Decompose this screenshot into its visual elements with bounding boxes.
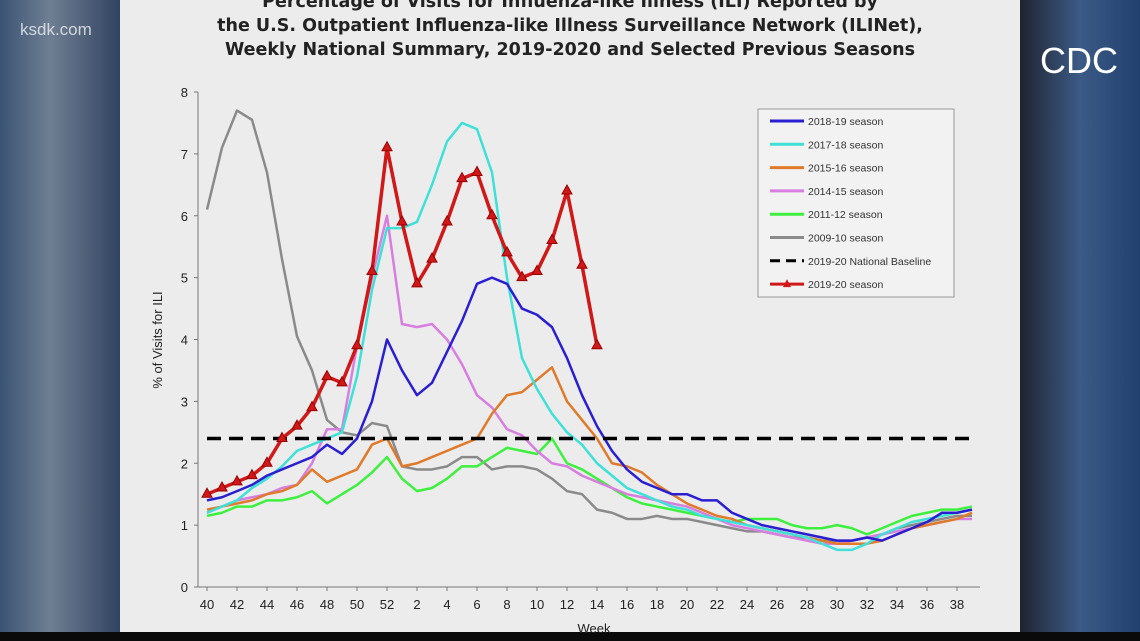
y-tick-label: 2 [181,456,188,471]
blurred-background-left [0,0,125,641]
station-watermark: ksdk.com [20,20,92,39]
data-point-marker [501,245,513,257]
x-tick-label: 50 [350,597,364,612]
x-tick-label: 2 [413,597,420,612]
x-tick-label: 28 [800,597,814,612]
y-tick-label: 1 [181,518,188,533]
y-tick-label: 6 [181,209,188,224]
series-line-2015-16-season [206,366,973,545]
legend-marker [783,279,791,288]
legend-label: 2019-20 National Baseline [808,256,931,268]
data-point-marker [576,258,588,269]
x-tick-label: 36 [920,597,934,612]
data-point-marker [411,276,423,288]
x-tick-label: 10 [530,597,544,612]
data-point-marker [246,468,258,480]
x-axis-label: Week [578,621,611,636]
data-point-marker [591,338,603,350]
legend-label: 2019-20 season [808,279,883,291]
data-point-marker [216,480,228,492]
y-tick-label: 3 [181,394,188,409]
y-tick-label: 4 [181,333,188,348]
x-tick-label: 24 [740,597,754,612]
chart-title: Percentage of Visits for Influenza-like … [120,0,1020,62]
legend-label: 2015-16 season [808,163,883,175]
data-point-marker [276,431,288,442]
bottom-bar [0,632,1140,641]
data-point-marker [396,214,408,226]
x-tick-label: 44 [260,597,274,612]
series-line-2011-12-season [206,437,973,536]
x-tick-label: 32 [860,597,874,612]
y-tick-label: 5 [181,271,188,286]
data-point-marker [441,214,453,226]
blurred-background-right [1020,0,1140,641]
data-point-marker [486,208,498,220]
x-tick-label: 46 [290,597,304,612]
x-tick-label: 34 [890,597,904,612]
x-tick-label: 30 [830,597,844,612]
x-tick-label: 18 [650,597,664,612]
data-point-marker [231,474,243,486]
data-point-marker [426,252,438,263]
x-tick-label: 6 [473,597,480,612]
source-label: CDC [1040,40,1118,81]
series-line-2017-18-season [206,121,973,552]
x-tick-label: 52 [380,597,394,612]
data-point-marker [336,375,348,387]
legend-label: 2011-12 season [808,209,883,221]
data-point-marker [561,183,573,195]
data-point-marker [291,419,303,430]
y-tick-label: 7 [181,147,188,162]
legend-box [757,108,955,298]
data-point-marker [321,369,333,381]
y-tick-label: 8 [181,85,188,100]
x-tick-label: 38 [950,597,964,612]
legend-label: 2009-10 season [808,233,883,245]
y-tick-label: 0 [181,580,188,595]
title-line: Percentage of Visits for Influenza-like … [262,0,878,12]
x-tick-label: 20 [680,597,694,612]
data-point-marker [351,338,363,350]
data-point-marker [366,264,378,275]
data-point-marker [201,487,213,498]
x-tick-label: 22 [710,597,724,612]
data-point-marker [381,140,393,152]
title-line: the U.S. Outpatient Influenza-like Illne… [217,16,923,36]
y-axis-label: % of Visits for ILI [150,291,165,388]
series-line-2014-15-season [206,214,972,545]
data-point-marker [471,165,483,176]
x-tick-label: 42 [230,597,244,612]
title-line: Weekly National Summary, 2019-2020 and S… [224,40,916,60]
x-tick-label: 14 [590,597,604,612]
data-point-marker [516,270,528,282]
data-point-marker [546,233,558,244]
legend-label: 2014-15 season [808,186,883,198]
x-tick-label: 40 [200,597,214,612]
x-tick-label: 4 [443,597,450,612]
data-point-marker [306,400,318,412]
data-point-marker [261,456,273,467]
x-tick-label: 48 [320,597,334,612]
legend-label: 2018-19 season [808,116,883,128]
chart-slide [120,0,1020,632]
x-tick-label: 12 [560,597,574,612]
data-point-marker [456,171,468,183]
legend-label: 2017-18 season [808,139,883,151]
series-line-2018-19-season [206,276,973,542]
data-point-marker [531,264,543,275]
x-tick-label: 16 [620,597,634,612]
x-tick-label: 8 [503,597,510,612]
x-tick-label: 26 [770,597,784,612]
